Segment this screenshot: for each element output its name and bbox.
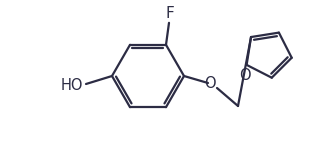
Text: O: O <box>239 68 251 83</box>
Text: F: F <box>166 6 175 21</box>
Text: O: O <box>204 76 216 92</box>
Text: HO: HO <box>61 78 83 93</box>
